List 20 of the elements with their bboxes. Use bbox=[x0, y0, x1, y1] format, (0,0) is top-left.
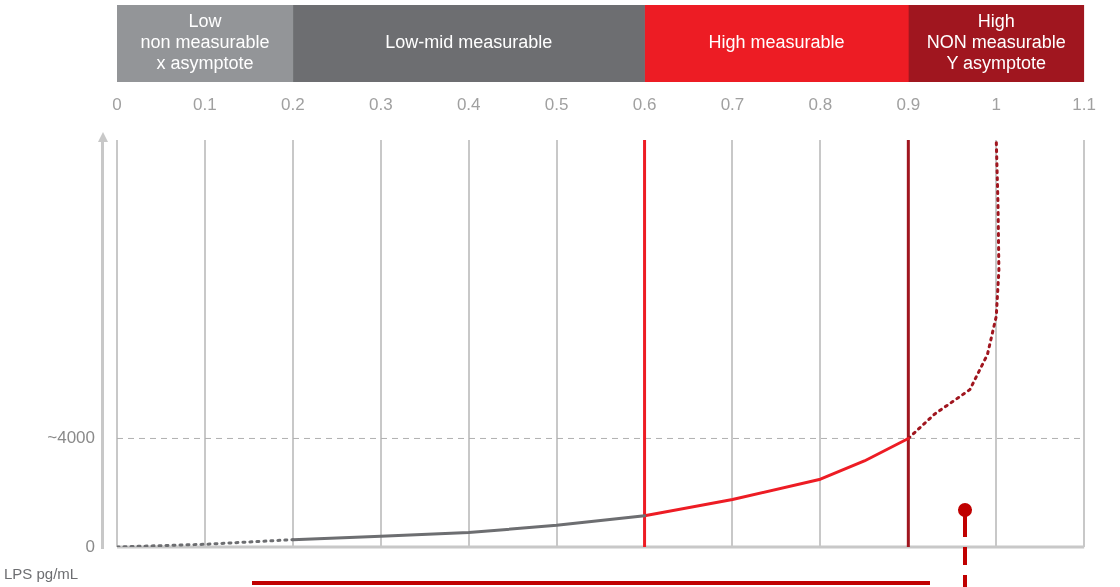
x-tick-label: 0.2 bbox=[281, 95, 305, 115]
x-tick-label: 0.6 bbox=[632, 95, 657, 115]
x-tick-label: 0 bbox=[112, 95, 122, 115]
x-tick-label: 0.7 bbox=[720, 95, 745, 115]
bar bbox=[292, 5, 645, 82]
x-tick-label: 0.5 bbox=[544, 95, 569, 115]
y-tick-label: ~4000 bbox=[47, 428, 95, 448]
bar bbox=[644, 5, 909, 82]
x-tick-label: 0.8 bbox=[808, 95, 833, 115]
series-label: High NON measurable Y asymptote bbox=[926, 11, 1066, 74]
x-tick-label: 0.3 bbox=[368, 95, 393, 115]
x-tick-label: 1 bbox=[991, 95, 1001, 115]
y-axis-title: LPS pg/mL bbox=[4, 565, 79, 583]
series-label: Low non measurable x asymptote bbox=[140, 11, 270, 74]
x-tick-label: 1.1 bbox=[1072, 95, 1096, 115]
x-tick-label: 0.9 bbox=[896, 95, 921, 115]
series-label: Low-mid measurable bbox=[385, 32, 553, 53]
x-tick-label: 0.4 bbox=[456, 95, 481, 115]
x-tick-label: 0.1 bbox=[193, 95, 217, 115]
series-label: High measurable bbox=[708, 32, 845, 53]
